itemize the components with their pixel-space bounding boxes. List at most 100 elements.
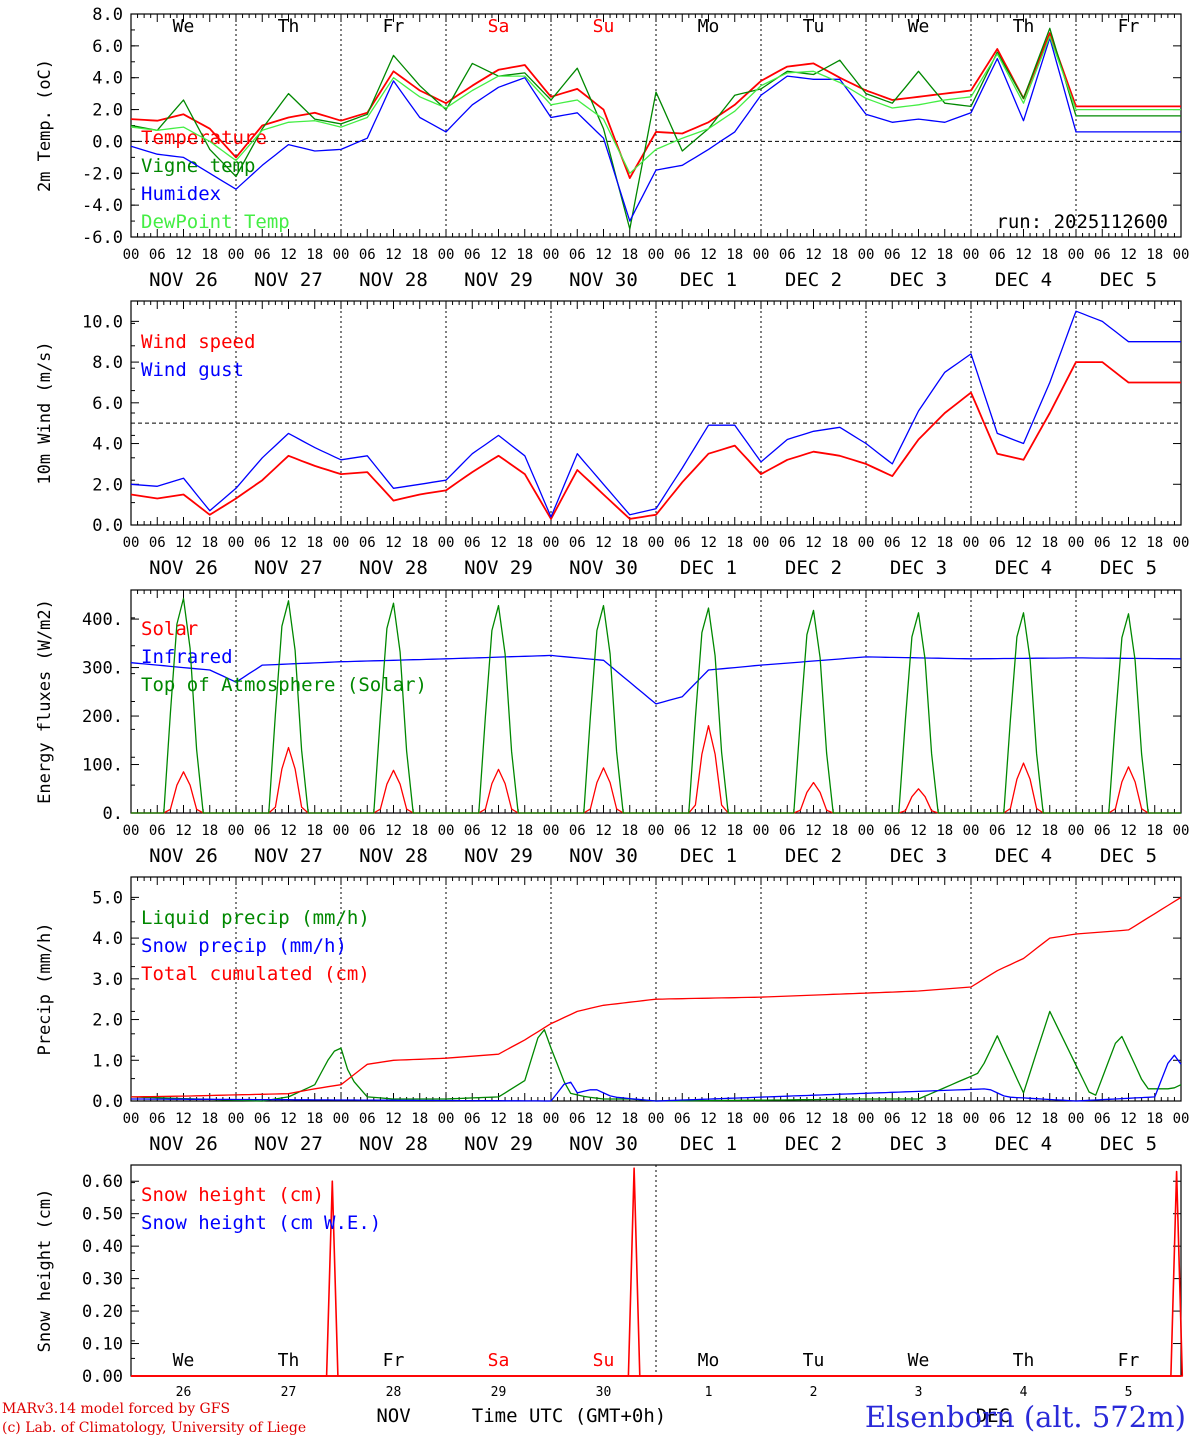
weekday-label: Fr [1118, 16, 1140, 37]
weekday-label: Th [1013, 1350, 1035, 1371]
x-hour-label: 18 [621, 247, 638, 263]
x-hour-label: 18 [1041, 1111, 1058, 1127]
panel-3: 400. 300. 200. 100. 0. Energy fluxes (W/m2) 00… [35, 589, 1189, 867]
x-hour-label: 06 [674, 535, 691, 551]
x-hour-label: 18 [831, 535, 848, 551]
x-hour-label: 18 [516, 247, 533, 263]
y-tick-label: 2.0 [92, 1011, 123, 1031]
weekday-label: Th [278, 16, 300, 37]
x-date-label: NOV 28 [359, 269, 428, 291]
x-hour-label: 12 [1015, 535, 1032, 551]
x-hour-label: 06 [674, 823, 691, 839]
y-tick-label: 0.50 [82, 1205, 123, 1225]
day-number-label: 28 [386, 1385, 402, 1400]
x-hour-label: 12 [175, 247, 192, 263]
x-hour-label: 00 [963, 1111, 980, 1127]
x-hour-label: 12 [280, 1111, 297, 1127]
series-wind-gust [130, 310, 1181, 518]
x-hour-label: 18 [936, 247, 953, 263]
x-hour-label: 00 [228, 1111, 245, 1127]
x-hour-label: 12 [595, 1111, 612, 1127]
day-number-label: 2 [810, 1385, 818, 1400]
x-date-label: DEC 4 [995, 557, 1052, 579]
x-hour-label: 06 [1094, 535, 1111, 551]
panel-5: 0.60 0.50 0.40 0.30 0.20 0.10 0.00 Snow height … [35, 1164, 1184, 1427]
y-axis-title: Precip (mm/h) [35, 922, 55, 1055]
x-hour-label: 00 [648, 535, 665, 551]
x-hour-label: 12 [1015, 247, 1032, 263]
legend-entry: Snow precip (mm/h) [141, 935, 347, 957]
x-hour-label: 06 [464, 1111, 481, 1127]
weekday-label: Th [278, 1350, 300, 1371]
y-tick-label: 0.40 [82, 1237, 123, 1257]
y-tick-label: 0.60 [82, 1172, 123, 1192]
x-hour-label: 00 [123, 1111, 140, 1127]
x-date-label: NOV 29 [464, 269, 533, 291]
panel-2: 10.0 8.0 6.0 4.0 2.0 0.0 10m Wind (m/s) 00 06 12 1… [35, 300, 1190, 579]
run-annotation: run: 2025112600 [996, 211, 1168, 233]
x-hour-label: 18 [831, 823, 848, 839]
x-hour-label: 00 [1173, 535, 1190, 551]
x-hour-label: 18 [1146, 1111, 1163, 1127]
x-hour-label: 12 [910, 823, 927, 839]
y-tick-label: 200. [82, 707, 123, 727]
y-axis-title: Snow height (cm) [35, 1189, 55, 1353]
x-hour-label: 12 [490, 823, 507, 839]
weekday-label: We [173, 16, 195, 37]
x-hour-label: 12 [385, 535, 402, 551]
x-hour-label: 18 [621, 1111, 638, 1127]
y-tick-label: 1.0 [92, 1051, 123, 1071]
x-hour-label: 12 [490, 1111, 507, 1127]
x-hour-label: 12 [385, 247, 402, 263]
y-tick-label: 8.0 [92, 353, 123, 373]
y-tick-label: 5.0 [92, 888, 123, 908]
x-date-label: DEC 5 [1100, 1133, 1157, 1155]
x-hour-label: 06 [464, 535, 481, 551]
y-tick-label: 6.0 [92, 37, 123, 57]
x-hour-label: 06 [779, 247, 796, 263]
x-date-label: DEC 2 [785, 269, 842, 291]
x-hour-label: 12 [175, 535, 192, 551]
panel-4: 5.0 4.0 3.0 2.0 1.0 0.0 Precip (mm/h) 00 06 12 18 0… [35, 876, 1189, 1155]
x-hour-label: 06 [1094, 823, 1111, 839]
x-hour-label: 18 [936, 535, 953, 551]
x-hour-label: 18 [1041, 823, 1058, 839]
x-date-label: DEC 5 [1100, 845, 1157, 867]
x-hour-label: 06 [884, 247, 901, 263]
y-tick-label: -2.0 [82, 164, 123, 184]
x-hour-label: 00 [438, 1111, 455, 1127]
x-hour-label: 06 [779, 535, 796, 551]
model-credit: MARv3.14 model forced by GFS [2, 1401, 231, 1417]
weekday-label: Su [593, 16, 615, 37]
x-hour-label: 00 [858, 823, 875, 839]
x-date-label: DEC 4 [995, 269, 1052, 291]
x-hour-label: 18 [306, 1111, 323, 1127]
weekday-label: Tu [803, 16, 825, 37]
series-temperature [130, 32, 1181, 179]
day-number-label: 27 [281, 1385, 297, 1400]
x-hour-label: 06 [884, 823, 901, 839]
x-hour-label: 18 [1146, 823, 1163, 839]
x-date-label: DEC 3 [890, 557, 947, 579]
x-hour-label: 18 [411, 823, 428, 839]
weekday-label: Fr [1118, 1350, 1140, 1371]
x-hour-label: 06 [674, 247, 691, 263]
x-hour-label: 06 [149, 823, 166, 839]
x-hour-label: 00 [858, 1111, 875, 1127]
y-tick-label: 0.10 [82, 1335, 123, 1355]
weekday-label: Fr [383, 1350, 405, 1371]
series-total-cumulated-cm [130, 896, 1182, 1098]
x-date-label: NOV 26 [149, 845, 218, 867]
x-date-label: NOV 26 [149, 557, 218, 579]
x-hour-label: 00 [753, 247, 770, 263]
x-date-label: NOV 29 [464, 557, 533, 579]
panel-1: 8.0 6.0 4.0 2.0 0.0 -2.0 -4.0 -6.0 2m Temp. (oC)… [35, 5, 1189, 291]
x-hour-label: 00 [858, 247, 875, 263]
x-hour-label: 12 [490, 535, 507, 551]
x-hour-label: 12 [700, 823, 717, 839]
y-tick-label: 0.0 [92, 516, 123, 536]
x-date-label: DEC 1 [680, 1133, 737, 1155]
x-date-label: NOV 28 [359, 1133, 428, 1155]
x-hour-label: 18 [411, 247, 428, 263]
station-name: Elsenborn (alt. 572m) [864, 1400, 1186, 1434]
